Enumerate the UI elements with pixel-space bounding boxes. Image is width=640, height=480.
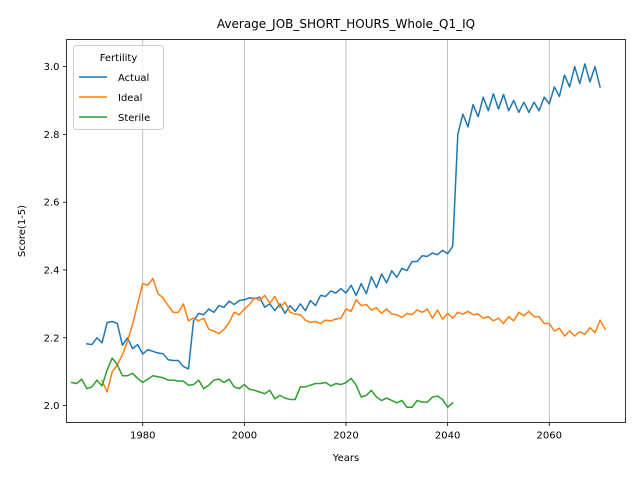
- series-line-actual: [85, 63, 601, 370]
- y-tick-label: 2.2: [44, 333, 60, 344]
- y-tick-label: 2.6: [44, 198, 60, 209]
- legend-label-sterile: Sterile: [118, 113, 150, 124]
- x-tick-label: 2040: [435, 431, 460, 442]
- y-tick-label: 3.0: [44, 62, 60, 73]
- legend: Fertility Actual Ideal Sterile: [73, 45, 164, 130]
- x-axis-title: Years: [332, 453, 359, 464]
- legend-box: [73, 45, 164, 130]
- y-tick-label: 2.4: [44, 265, 60, 276]
- x-axis-ticks: 1980 2000 2020 2040 2060: [130, 422, 562, 442]
- x-tick-label: 2060: [537, 431, 562, 442]
- plot-lines: [70, 63, 607, 408]
- y-tick-label: 2.8: [44, 130, 60, 141]
- legend-label-actual: Actual: [118, 73, 149, 84]
- legend-label-ideal: Ideal: [118, 93, 142, 104]
- x-tick-label: 1980: [130, 431, 155, 442]
- legend-title: Fertility: [100, 53, 138, 64]
- x-tick-label: 2020: [333, 431, 358, 442]
- series-line-ideal: [101, 277, 607, 393]
- y-axis-title: Score(1-5): [17, 205, 28, 257]
- x-tick-label: 2000: [232, 431, 257, 442]
- y-axis-ticks: 2.0 2.2 2.4 2.6 2.8 3.0: [44, 62, 67, 412]
- series-line-sterile: [70, 357, 454, 408]
- chart-title: Average_JOB_SHORT_HOURS_Whole_Q1_IQ: [217, 17, 475, 31]
- y-tick-label: 2.0: [44, 401, 60, 412]
